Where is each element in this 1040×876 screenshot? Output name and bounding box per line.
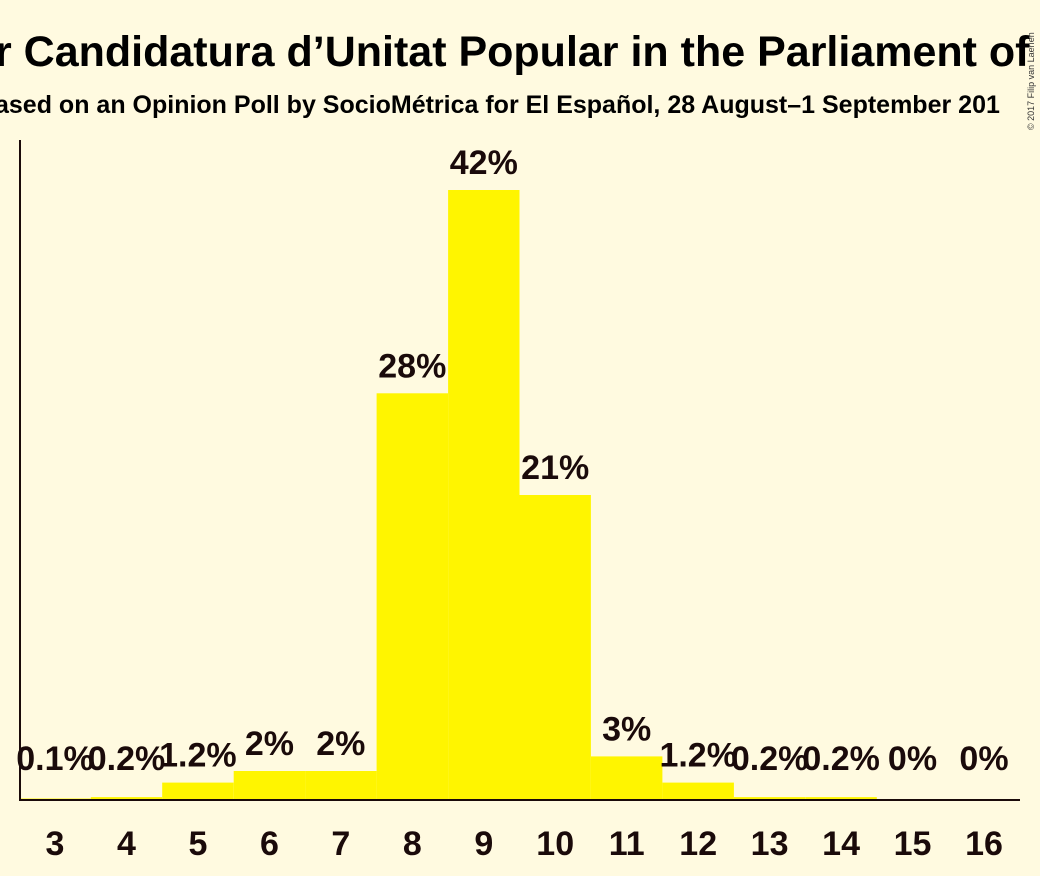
- bar-11: [591, 756, 663, 800]
- bar-label-6: 2%: [245, 725, 294, 763]
- x-tick-labels-group: 3 4 5 6 7 8 9 10 11 12 13 14 15 16: [46, 825, 1003, 863]
- x-tick-label-4: 4: [117, 825, 136, 863]
- bar-9: [448, 190, 520, 800]
- bar-5: [162, 782, 234, 800]
- x-tick-label-10: 10: [536, 825, 574, 863]
- bar-label-13: 0.2%: [731, 740, 809, 778]
- chart-title: r Candidatura d’Unitat Popular in the Pa…: [0, 28, 1040, 76]
- x-tick-label-8: 8: [403, 825, 422, 863]
- x-tick-label-14: 14: [822, 825, 860, 863]
- bar-label-8: 28%: [378, 347, 446, 385]
- bar-label-11: 3%: [602, 710, 651, 748]
- x-tick-label-5: 5: [188, 825, 207, 863]
- x-tick-label-9: 9: [474, 825, 493, 863]
- bar-label-12: 1.2%: [659, 737, 737, 775]
- bar-label-5: 1.2%: [159, 737, 237, 775]
- bar-label-16: 0%: [959, 740, 1008, 778]
- x-tick-label-3: 3: [46, 825, 65, 863]
- bar-label-14: 0.2%: [802, 740, 880, 778]
- bar-label-3: 0.1%: [16, 740, 94, 778]
- bar-6: [233, 771, 306, 800]
- bars-group: [19, 190, 877, 800]
- bar-labels-group: 0.1%0.2%1.2% 2% 2%28%42%21%3%1.2%0.2%0.2% 0…: [16, 144, 1008, 778]
- bar-7: [305, 771, 377, 800]
- bar-8: [376, 393, 448, 800]
- x-tick-label-7: 7: [331, 825, 350, 863]
- bar-10: [519, 495, 591, 800]
- bar-label-9: 42%: [450, 144, 518, 182]
- x-tick-label-6: 6: [260, 825, 279, 863]
- bar-4: [90, 797, 163, 800]
- chart-subtitle: ased on an Opinion Poll by SocioMétrica …: [0, 91, 1000, 119]
- x-tick-label-11: 11: [609, 825, 645, 863]
- bar-label-10: 21%: [521, 449, 589, 487]
- bar-12: [662, 782, 734, 800]
- bar-14: [805, 797, 877, 800]
- bar-13: [733, 797, 806, 800]
- bar-label-4: 0.2%: [88, 740, 166, 778]
- bar-label-15: 0%: [888, 740, 937, 778]
- x-tick-label-15: 15: [894, 825, 932, 863]
- x-tick-label-16: 16: [965, 825, 1003, 863]
- x-tick-label-13: 13: [751, 825, 789, 863]
- bar-label-7: 2%: [316, 725, 365, 763]
- x-tick-label-12: 12: [679, 825, 717, 863]
- copyright-notice: © 2017 Filip van Laenen: [1026, 32, 1036, 130]
